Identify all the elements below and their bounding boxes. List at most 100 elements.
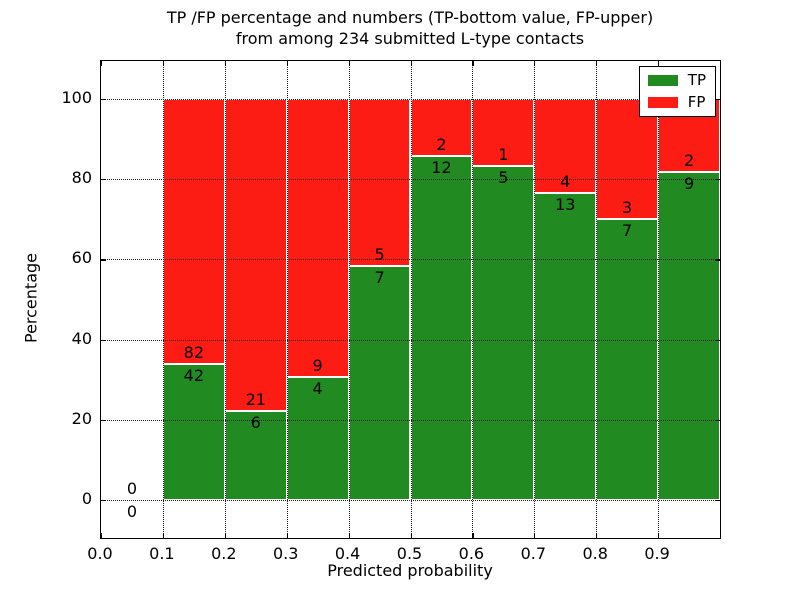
x-tick-mark-top — [224, 61, 226, 66]
chart-title-line1: TP /FP percentage and numbers (TP-bottom… — [166, 8, 654, 27]
gridline-vertical — [534, 61, 536, 538]
y-tick-mark-right — [715, 99, 720, 101]
tp-count-label: 5 — [498, 167, 509, 187]
y-tick-label: 60 — [71, 248, 92, 268]
fp-count-label: 4 — [560, 172, 571, 192]
gridline-vertical — [658, 61, 660, 538]
y-tick-mark-right — [715, 499, 720, 502]
tp-count-label: 7 — [622, 221, 633, 241]
x-tick-mark-top — [472, 61, 474, 66]
x-tick-label: 0.6 — [458, 544, 485, 563]
gridline-vertical — [286, 61, 288, 538]
y-tick-mark — [101, 179, 106, 181]
x-tick-mark — [224, 533, 226, 538]
x-tick-mark — [596, 533, 598, 538]
tp-count-label: 6 — [250, 412, 261, 432]
x-tick-label: 0.0 — [87, 544, 113, 563]
legend-label-tp: TP — [687, 71, 706, 89]
y-tick-label: 80 — [71, 168, 92, 188]
x-tick-mark — [162, 533, 165, 538]
x-tick-mark-top — [534, 61, 536, 66]
tp-bar-segment — [534, 193, 597, 500]
legend-item-fp: FP — [647, 93, 706, 111]
tp-bar-segment — [348, 266, 411, 500]
gridline-vertical — [410, 61, 412, 538]
y-tick-mark-right — [715, 259, 720, 261]
gridline-vertical — [472, 61, 474, 538]
tp-count-label: 4 — [312, 378, 323, 398]
gridline-vertical — [596, 61, 598, 538]
x-tick-mark-top — [348, 61, 350, 66]
x-axis-label: Predicted probability — [327, 561, 493, 580]
y-tick-mark — [101, 419, 106, 421]
x-tick-mark-top — [101, 61, 103, 66]
tp-count-label: 9 — [683, 173, 695, 193]
x-tick-label: 0.9 — [644, 544, 670, 563]
x-tick-mark-top — [162, 61, 165, 66]
y-tick-label: 100 — [61, 88, 92, 108]
fp-count-label: 2 — [436, 135, 447, 155]
x-tick-mark-top — [410, 61, 412, 66]
legend-item-tp: TP — [647, 71, 706, 89]
x-tick-mark — [534, 533, 536, 538]
chart-title: TP /FP percentage and numbers (TP-bottom… — [100, 7, 720, 49]
y-tick-mark — [101, 339, 106, 341]
fp-count-label: 1 — [498, 144, 509, 164]
tp-bar-segment — [472, 165, 535, 500]
y-tick-label: 40 — [71, 328, 92, 348]
y-tick-mark — [101, 499, 106, 502]
fp-count-label: 2 — [683, 150, 695, 170]
x-tick-label: 0.7 — [520, 544, 547, 563]
tp-count-label: 13 — [555, 195, 576, 215]
y-tick-mark — [101, 259, 106, 261]
legend: TP FP — [638, 66, 716, 117]
x-tick-label: 0.8 — [582, 544, 608, 563]
fp-count-label: 21 — [245, 389, 266, 409]
legend-swatch-fp — [647, 97, 678, 108]
y-tick-mark-right — [715, 179, 720, 181]
x-tick-label: 0.4 — [334, 544, 361, 563]
x-tick-mark — [348, 533, 350, 538]
tp-bar-segment — [410, 156, 473, 500]
x-tick-mark — [658, 533, 660, 538]
tp-bar-segment — [596, 219, 659, 500]
fp-count-label: 9 — [312, 355, 323, 375]
x-tick-label: 0.2 — [211, 544, 237, 563]
x-tick-mark-top — [286, 61, 288, 66]
y-tick-label: 20 — [71, 408, 92, 428]
chart-title-line2: from among 234 submitted L-type contacts — [235, 29, 585, 48]
tp-count-label: 12 — [431, 158, 452, 178]
fp-bar-segment — [286, 99, 349, 377]
fp-count-label: 0 — [126, 478, 138, 498]
fp-bar-segment — [410, 99, 473, 157]
x-tick-label: 0.1 — [149, 544, 175, 563]
x-tick-label: 0.3 — [272, 544, 299, 563]
legend-label-fp: FP — [687, 93, 706, 111]
fp-count-label: 3 — [622, 198, 633, 218]
plot-area: TP FP 0 0 82 42 21 6 9 4 5 7 2 12 1 5 4 13 3 7 2 9 — [100, 60, 721, 539]
gridline-vertical — [162, 61, 164, 538]
gridline-vertical — [224, 61, 226, 538]
x-tick-label: 0.5 — [396, 544, 423, 563]
tp-count-label: 7 — [374, 268, 385, 288]
fp-count-label: 82 — [183, 343, 205, 363]
fp-bar-segment — [162, 99, 225, 365]
y-tick-mark-right — [715, 339, 720, 341]
x-tick-mark — [472, 533, 474, 538]
fp-bar-segment — [224, 99, 287, 411]
tp-bar-segment — [658, 171, 720, 500]
y-tick-mark — [101, 99, 106, 101]
y-tick-label: 0 — [81, 488, 92, 508]
tp-count-label: 0 — [126, 501, 138, 521]
x-tick-mark-top — [596, 61, 598, 66]
fp-bar-segment — [348, 99, 411, 267]
legend-swatch-tp — [647, 75, 678, 86]
x-tick-mark — [286, 533, 288, 538]
y-tick-mark-right — [715, 419, 720, 421]
x-tick-mark-top — [658, 61, 660, 66]
x-tick-mark — [101, 533, 103, 538]
tp-bar-segment — [224, 410, 287, 500]
x-tick-mark — [410, 533, 412, 538]
fp-count-label: 5 — [374, 245, 385, 265]
